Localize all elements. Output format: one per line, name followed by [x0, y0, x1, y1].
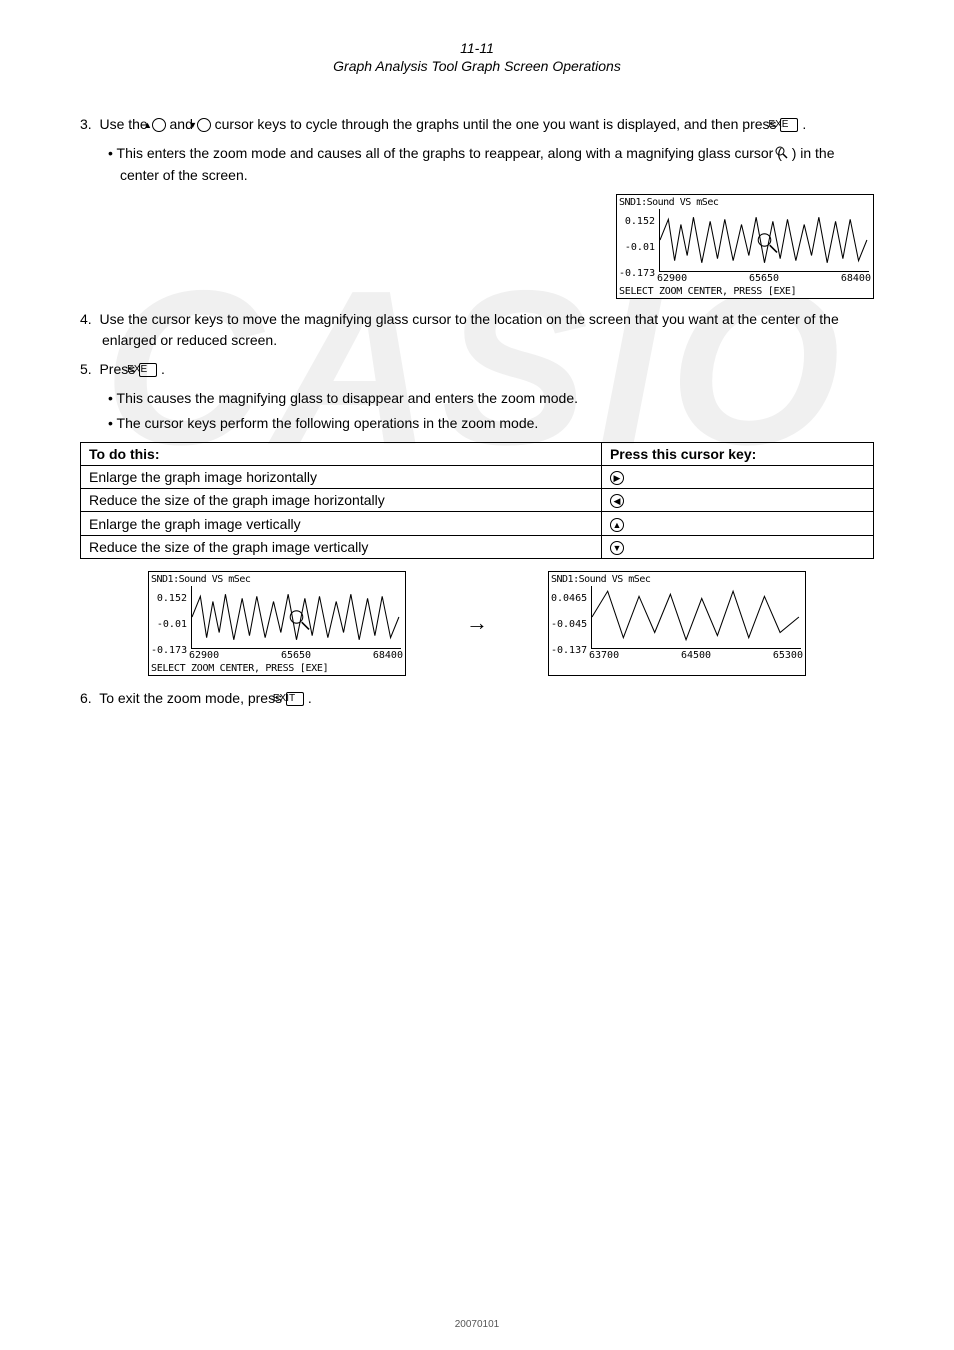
- cursor-up-icon-2: ▲: [610, 518, 624, 532]
- step-4: 4. Use the cursor keys to move the magni…: [80, 309, 874, 351]
- table-row: Enlarge the graph image horizontally ▶: [81, 465, 874, 488]
- wave-path-2: [192, 594, 399, 639]
- lcd-y1-2: 0.152: [151, 586, 187, 612]
- lcd-x1: 62900: [657, 273, 687, 284]
- table-cell-key: ▶: [601, 465, 873, 488]
- lcd-x3-2: 68400: [373, 650, 403, 661]
- lcd-x2: 65650: [749, 273, 779, 284]
- lcd-zoom-y1: 0.0465: [551, 586, 587, 612]
- step-5-bullet-2: • The cursor keys perform the following …: [108, 413, 874, 434]
- lcd-title-3: SND1:Sound VS mSec: [551, 574, 650, 585]
- lcd-y2-2: -0.01: [151, 612, 187, 638]
- cursor-up-icon: ▲: [152, 118, 166, 132]
- lcd-y1: 0.152: [619, 209, 655, 235]
- lcd-graph-2: [191, 586, 401, 649]
- cursor-left-icon: ◀: [610, 494, 624, 508]
- step-5-num: 5.: [80, 361, 92, 377]
- lcd-screen-zoom-select: SND1:Sound VS mSec 0.152 -0.01 -0.173 62…: [616, 194, 874, 299]
- magnifying-glass-icon: [786, 144, 788, 165]
- exe-key-icon: EXE: [780, 118, 798, 132]
- wave-path: [660, 217, 867, 262]
- lcd-zoom-x2: 64500: [681, 650, 711, 661]
- cursor-down-icon-2: ▼: [610, 541, 624, 555]
- page-number: 11-11: [80, 40, 874, 56]
- step-3-text-c: cursor keys to cycle through the graphs …: [215, 116, 781, 132]
- lcd-x3: 68400: [841, 273, 871, 284]
- page-header: 11-11 Graph Analysis Tool Graph Screen O…: [80, 40, 874, 74]
- cursor-right-icon: ▶: [610, 471, 624, 485]
- step-5-text-b: .: [161, 361, 165, 377]
- table-header-action: To do this:: [81, 442, 602, 465]
- exe-key-icon-2: EXE: [139, 363, 157, 377]
- table-cell-action: Enlarge the graph image horizontally: [81, 465, 602, 488]
- lcd-x1-2: 62900: [189, 650, 219, 661]
- step-4-num: 4.: [80, 311, 92, 327]
- table-row: Reduce the size of the graph image verti…: [81, 535, 874, 558]
- lcd-title: SND1:Sound VS mSec: [619, 197, 718, 208]
- cursor-down-icon: ▼: [197, 118, 211, 132]
- table-row: Enlarge the graph image vertically ▲: [81, 512, 874, 535]
- step-3-bullet: • This enters the zoom mode and causes a…: [108, 143, 874, 186]
- step-4-text: Use the cursor keys to move the magnifyi…: [99, 311, 838, 348]
- wave-path-3: [592, 591, 799, 640]
- table-cell-key: ▲: [601, 512, 873, 535]
- lcd-zoom-x1: 63700: [589, 650, 619, 661]
- lcd-zoom-y2: -0.045: [551, 612, 587, 638]
- table-header-key: Press this cursor key:: [601, 442, 873, 465]
- footer-id: 20070101: [455, 1319, 500, 1330]
- lcd-footer: SELECT ZOOM CENTER, PRESS [EXE]: [619, 286, 871, 297]
- step-5-bullet-1: • This causes the magnifying glass to di…: [108, 388, 874, 409]
- lcd-screen-before-zoom: SND1:Sound VS mSec 0.152 -0.01 -0.173 62…: [148, 571, 406, 676]
- step-6-num: 6.: [80, 690, 92, 706]
- table-cell-action: Reduce the size of the graph image horiz…: [81, 489, 602, 512]
- step-3-bullet-a: • This enters the zoom mode and causes a…: [108, 145, 782, 161]
- step-5: 5. Press EXE .: [80, 359, 874, 380]
- lcd-x2-2: 65650: [281, 650, 311, 661]
- table-cell-key: ▼: [601, 535, 873, 558]
- exit-key-icon: EXIT: [286, 692, 304, 706]
- table-row: Reduce the size of the graph image horiz…: [81, 489, 874, 512]
- page-title: Graph Analysis Tool Graph Screen Operati…: [80, 58, 874, 74]
- lcd-zoom-x3: 65300: [773, 650, 803, 661]
- lcd-y3-2: -0.173: [151, 638, 187, 664]
- table-cell-action: Enlarge the graph image vertically: [81, 512, 602, 535]
- step-6: 6. To exit the zoom mode, press EXIT .: [80, 688, 874, 709]
- lcd-zoom-y3: -0.137: [551, 638, 587, 664]
- lcd-graph: [659, 209, 869, 272]
- lcd-screen-after-zoom: SND1:Sound VS mSec 0.0465 -0.045 -0.137 …: [548, 571, 806, 676]
- lcd-y3: -0.173: [619, 261, 655, 287]
- step-3-num: 3.: [80, 116, 92, 132]
- lcd-y2: -0.01: [619, 235, 655, 261]
- step-3: 3. Use the ▲ and ▼ cursor keys to cycle …: [80, 114, 874, 135]
- lcd-title-2: SND1:Sound VS mSec: [151, 574, 250, 585]
- step-3-text-d: .: [802, 116, 806, 132]
- table-cell-key: ◀: [601, 489, 873, 512]
- lcd-graph-3: [591, 586, 801, 649]
- zoom-operations-table: To do this: Press this cursor key: Enlar…: [80, 442, 874, 559]
- step-6-text-a: To exit the zoom mode, press: [99, 690, 286, 706]
- table-cell-action: Reduce the size of the graph image verti…: [81, 535, 602, 558]
- step-6-text-b: .: [308, 690, 312, 706]
- arrow-icon: →: [466, 610, 488, 636]
- lcd-footer-2: SELECT ZOOM CENTER, PRESS [EXE]: [151, 663, 403, 674]
